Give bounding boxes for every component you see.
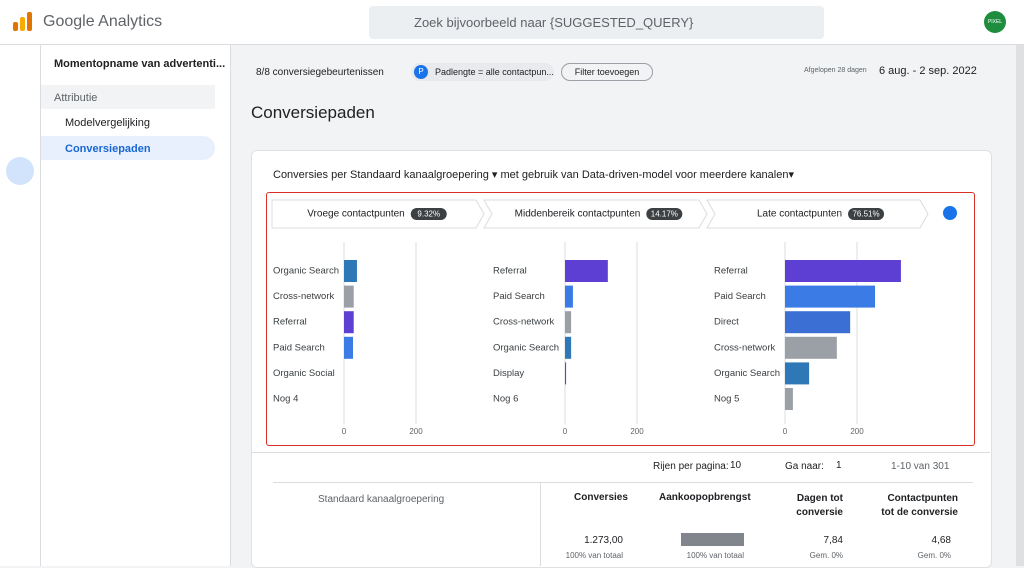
category: Organic Search [714, 368, 780, 379]
total: 1.273,00 [584, 535, 623, 546]
category: Cross-network [493, 317, 554, 328]
date-range[interactable]: 6 aug. - 2 sep. 2022 [879, 65, 977, 77]
total: 7,84 [823, 535, 843, 546]
col-header[interactable]: Standaard kanaalgroepering [318, 494, 445, 505]
share-badge [410, 208, 447, 220]
total-sub: 100% van totaal [686, 551, 744, 560]
bar [565, 311, 572, 334]
product-name: Google Analytics [43, 13, 163, 30]
goto-input[interactable]: 1 [836, 460, 842, 471]
total-sub: Gem. 0% [809, 551, 843, 560]
bar [785, 336, 837, 359]
segment [271, 199, 485, 229]
add-filter[interactable]: Filter toevoegen [561, 63, 653, 81]
category: Referral [493, 266, 527, 277]
card-heading[interactable]: Conversies per Standaard kanaalgroeperin… [273, 169, 795, 181]
x-tick-label: 0 [783, 427, 788, 436]
rows-select[interactable]: 10 [730, 460, 742, 471]
range-label: Afgelopen 28 dagen [804, 67, 867, 74]
chip-letter: P [414, 65, 428, 79]
col-header[interactable]: Conversies [574, 492, 628, 503]
goto-label: Ga naar: [785, 461, 824, 472]
total-sub: 100% van totaal [565, 551, 623, 560]
col-header[interactable]: Dagen tot conversie [796, 493, 843, 518]
bar [565, 336, 572, 359]
scrollbar[interactable] [1016, 45, 1024, 566]
icon-rail [0, 45, 41, 566]
segment [706, 199, 929, 229]
bar [785, 285, 875, 308]
x-tick-label: 0 [342, 427, 347, 436]
bar [565, 285, 573, 308]
bar [344, 311, 354, 334]
avatar[interactable]: PIXEL [984, 11, 1006, 33]
total: 4,68 [931, 535, 951, 546]
total-sub: Gem. 0% [917, 551, 951, 560]
category: Cross-network [273, 291, 334, 302]
top-bar: Google Analytics Zoek bijvoorbeeld naar … [0, 0, 1024, 45]
category: Organic Social [273, 368, 335, 379]
bar [344, 260, 357, 282]
share: 76.51% [852, 210, 879, 219]
active-icon[interactable] [6, 157, 34, 185]
col-header[interactable]: Aankoopopbrengst [659, 492, 751, 503]
col-header[interactable]: Contactpunten tot de conversie [881, 493, 958, 518]
search-placeholder: Zoek bijvoorbeeld naar {SUGGESTED_QUERY} [414, 15, 694, 30]
bar [785, 388, 793, 410]
nav-section[interactable]: Attributie [54, 92, 98, 104]
share-badge [646, 208, 683, 220]
bar [785, 311, 851, 334]
category: Organic Search [493, 342, 559, 353]
x-tick-label: 200 [850, 427, 864, 436]
page-title: Conversiepaden [251, 103, 375, 122]
share: 14.17% [651, 210, 678, 219]
category: Cross-network [714, 342, 775, 353]
bar [344, 336, 353, 359]
segment [483, 199, 708, 229]
share-badge [848, 208, 885, 220]
x-tick-label: 0 [563, 427, 568, 436]
segment-name: Middenbereik contactpunten [515, 209, 641, 220]
search-box[interactable]: Zoek bijvoorbeeld naar {SUGGESTED_QUERY} [369, 6, 824, 39]
category: Direct [714, 317, 739, 328]
category: Referral [273, 317, 307, 328]
heading: Conversies per Standaard kanaalgroeperin… [273, 169, 489, 181]
nav-title: Momentopname van advertenti... [54, 58, 226, 70]
chip-text: Padlengte = alle contactpun... [435, 67, 554, 77]
logo [13, 12, 32, 31]
bar [565, 362, 567, 385]
category: Paid Search [493, 291, 545, 302]
segment-name: Vroege contactpunten [307, 209, 404, 220]
bar [565, 260, 608, 282]
x-tick-label: 200 [630, 427, 644, 436]
x-tick-label: 200 [409, 427, 423, 436]
category: Organic Search [273, 266, 339, 277]
events-dropdown[interactable]: 8/8 conversiegebeurtenissen [256, 67, 384, 78]
highlight-box [266, 192, 975, 446]
category: Paid Search [273, 342, 325, 353]
segment-name: Late contactpunten [757, 209, 842, 220]
category: Display [493, 368, 524, 379]
bar [785, 362, 810, 385]
heading-rest: met gebruik van Data-driven-model voor m… [500, 169, 789, 181]
filter-chip[interactable]: P Padlengte = alle contactpun... [411, 63, 554, 81]
category: Nog 6 [493, 394, 518, 405]
category: Nog 5 [714, 394, 739, 405]
category: Paid Search [714, 291, 766, 302]
redacted [681, 533, 744, 546]
nav-item[interactable]: Modelvergelijking [65, 117, 150, 129]
category: Nog 4 [273, 394, 298, 405]
bar [785, 260, 901, 282]
check [943, 206, 957, 220]
rows-label: Rijen per pagina: [653, 461, 729, 472]
bar [344, 285, 354, 308]
share: 9.32% [417, 210, 440, 219]
page-range: 1-10 van 301 [891, 461, 950, 472]
category: Referral [714, 266, 748, 277]
nav-item[interactable]: Conversiepaden [65, 143, 151, 155]
nav: Momentopname van advertenti... Attributi… [41, 45, 231, 566]
